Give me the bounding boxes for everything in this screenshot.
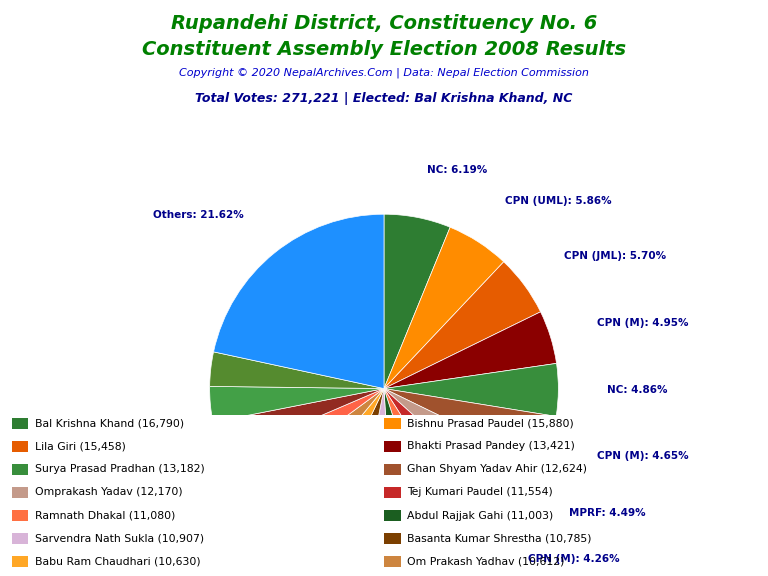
Text: CPN (M): 4.95%: CPN (M): 4.95% — [598, 317, 689, 328]
Text: Ramnath Dhakal (11,080): Ramnath Dhakal (11,080) — [35, 510, 175, 521]
Text: CPN (JML): 5.70%: CPN (JML): 5.70% — [564, 251, 666, 261]
Text: Bhakti Prasad Pandey (13,421): Bhakti Prasad Pandey (13,421) — [407, 441, 575, 452]
Wedge shape — [384, 389, 478, 555]
Text: Babu Ram Chaudhari (10,630): Babu Ram Chaudhari (10,630) — [35, 556, 200, 567]
Text: CPN (M): 4.65%: CPN (M): 4.65% — [597, 451, 688, 461]
Wedge shape — [243, 389, 384, 523]
Wedge shape — [384, 312, 557, 389]
Text: Om Prakash Yadhav (10,612): Om Prakash Yadhav (10,612) — [407, 556, 564, 567]
Text: NC: 6.19%: NC: 6.19% — [427, 165, 488, 175]
Text: CPN (UML): 5.86%: CPN (UML): 5.86% — [505, 196, 611, 206]
Text: Abdul Rajjak Gahi (11,003): Abdul Rajjak Gahi (11,003) — [407, 510, 553, 521]
Text: Lila Giri (15,458): Lila Giri (15,458) — [35, 441, 125, 452]
Text: Total Votes: 271,221 | Elected: Bal Krishna Khand, NC: Total Votes: 271,221 | Elected: Bal Kris… — [195, 92, 573, 105]
Text: Ghan Shyam Yadav Ahir (12,624): Ghan Shyam Yadav Ahir (12,624) — [407, 464, 587, 475]
Wedge shape — [213, 389, 384, 457]
Wedge shape — [350, 389, 394, 563]
Wedge shape — [384, 363, 558, 416]
Text: Surya Prasad Pradhan (13,182): Surya Prasad Pradhan (13,182) — [35, 464, 204, 475]
Wedge shape — [384, 262, 541, 389]
Wedge shape — [214, 214, 384, 389]
Text: Copyright © 2020 NepalArchives.Com | Data: Nepal Election Commission: Copyright © 2020 NepalArchives.Com | Dat… — [179, 68, 589, 78]
Text: NC: 4.86%: NC: 4.86% — [607, 385, 667, 395]
Wedge shape — [309, 389, 384, 560]
Wedge shape — [384, 389, 513, 536]
Wedge shape — [210, 352, 384, 389]
Text: Bal Krishna Khand (16,790): Bal Krishna Khand (16,790) — [35, 418, 184, 429]
Text: Basanta Kumar Shrestha (10,785): Basanta Kumar Shrestha (10,785) — [407, 533, 591, 544]
Wedge shape — [384, 228, 504, 389]
Wedge shape — [210, 386, 384, 422]
Text: Constituent Assembly Election 2008 Results: Constituent Assembly Election 2008 Resul… — [142, 40, 626, 59]
Text: Omprakash Yadav (12,170): Omprakash Yadav (12,170) — [35, 487, 182, 498]
Wedge shape — [384, 389, 438, 563]
Text: Tej Kumari Paudel (11,554): Tej Kumari Paudel (11,554) — [407, 487, 553, 498]
Wedge shape — [223, 389, 384, 492]
Wedge shape — [273, 389, 384, 546]
Text: Rupandehi District, Constituency No. 6: Rupandehi District, Constituency No. 6 — [170, 14, 598, 33]
Wedge shape — [384, 389, 556, 465]
Text: Sarvendra Nath Sukla (10,907): Sarvendra Nath Sukla (10,907) — [35, 533, 204, 544]
Text: Others: 21.62%: Others: 21.62% — [153, 210, 243, 220]
Wedge shape — [384, 214, 450, 389]
Text: Bishnu Prasad Paudel (15,880): Bishnu Prasad Paudel (15,880) — [407, 418, 574, 429]
Wedge shape — [384, 389, 541, 506]
Text: CPN (M): 4.26%: CPN (M): 4.26% — [528, 554, 620, 564]
Text: MPRF: 4.49%: MPRF: 4.49% — [569, 509, 646, 518]
